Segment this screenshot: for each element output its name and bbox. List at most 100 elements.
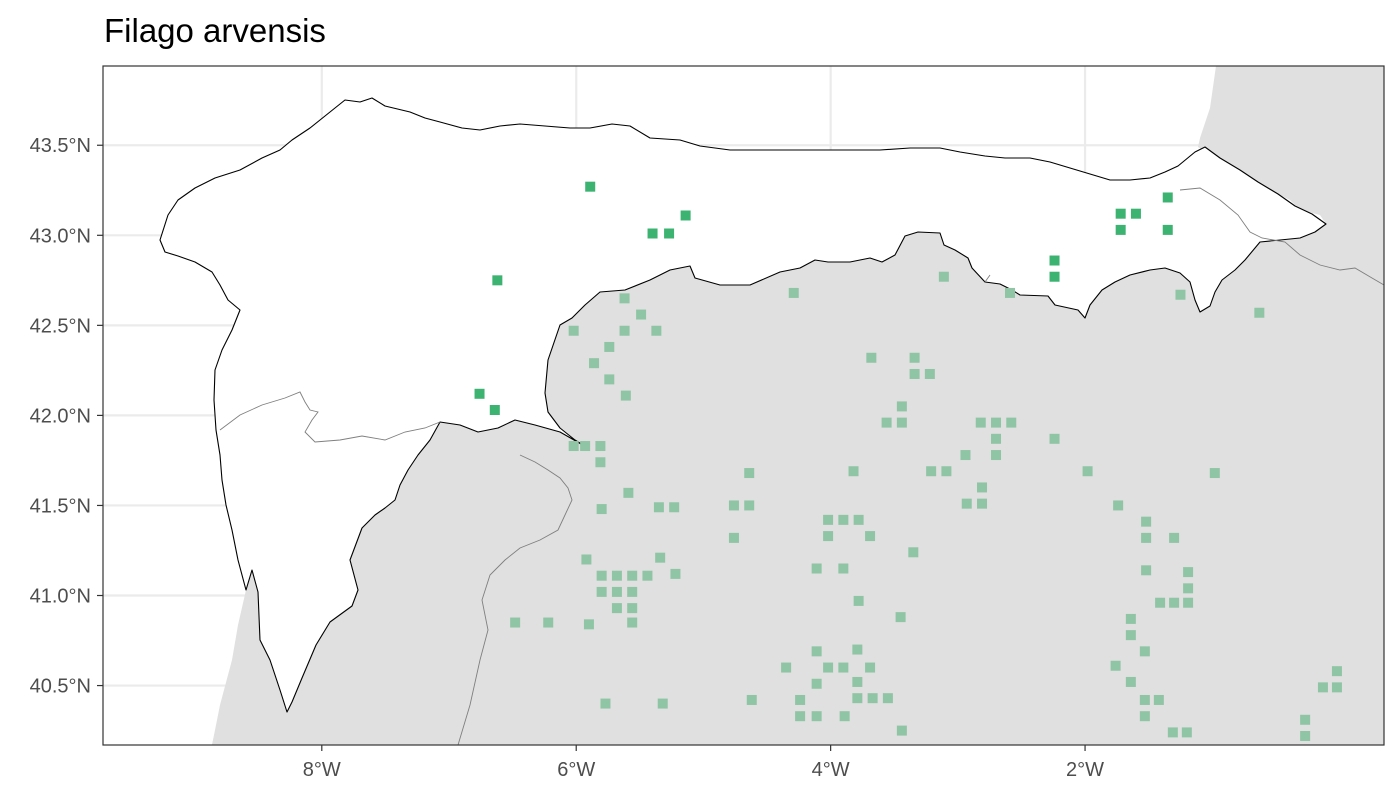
occurrence-point-outside-region bbox=[991, 450, 1002, 461]
y-axis: 43.5°N 43.0°N 42.5°N 42.0°N 41.5°N 41.0°N 40.5… bbox=[30, 135, 103, 698]
occurrence-point-outside-region bbox=[1331, 682, 1342, 693]
occurrence-point-outside-region bbox=[595, 441, 606, 452]
occurrence-point-outside-region bbox=[896, 401, 907, 412]
occurrence-point-outside-region bbox=[853, 514, 864, 525]
occurrence-point-in-region bbox=[1162, 224, 1173, 235]
occurrence-point-outside-region bbox=[627, 586, 638, 597]
occurrence-point-outside-region bbox=[788, 287, 799, 298]
occurrence-point-outside-region bbox=[1113, 500, 1124, 511]
occurrence-point-outside-region bbox=[619, 293, 630, 304]
occurrence-point-outside-region bbox=[1139, 711, 1150, 722]
occurrence-point-outside-region bbox=[839, 711, 850, 722]
plot-panel-border bbox=[102, 65, 1385, 746]
y-tick-label: 43.0°N bbox=[30, 225, 91, 247]
occurrence-point-in-region bbox=[585, 181, 596, 192]
occurrence-point-outside-region bbox=[811, 646, 822, 657]
admin-boundaries bbox=[219, 187, 1384, 745]
occurrence-point-outside-region bbox=[1155, 597, 1166, 608]
occurrence-point-outside-region bbox=[746, 694, 757, 705]
occurrence-point-outside-region bbox=[1300, 730, 1311, 741]
occurrence-point-outside-region bbox=[941, 466, 952, 477]
occurrence-point-outside-region bbox=[961, 498, 972, 509]
occurrence-point-outside-region bbox=[669, 502, 680, 513]
occurrence-point-outside-region bbox=[655, 552, 666, 563]
occurrence-point-in-region bbox=[647, 228, 658, 239]
occurrence-point-outside-region bbox=[623, 487, 634, 498]
occurrence-point-outside-region bbox=[611, 586, 622, 597]
occurrence-point-outside-region bbox=[651, 325, 662, 336]
occurrence-point-outside-region bbox=[636, 309, 647, 320]
occurrence-point-outside-region bbox=[543, 617, 554, 628]
x-tick-label: 4°W bbox=[812, 759, 850, 781]
occurrence-point-outside-region bbox=[568, 441, 579, 452]
occurrence-point-outside-region bbox=[595, 457, 606, 468]
y-tick-label: 40.5°N bbox=[30, 676, 91, 698]
occurrence-point-outside-region bbox=[926, 466, 937, 477]
occurrence-point-outside-region bbox=[811, 711, 822, 722]
occurrence-point-outside-region bbox=[1153, 694, 1164, 705]
occurrence-point-outside-region bbox=[811, 563, 822, 574]
occurrence-point-outside-region bbox=[611, 603, 622, 614]
occurrence-point-in-region bbox=[489, 405, 500, 416]
occurrence-point-outside-region bbox=[580, 441, 591, 452]
x-tick-label: 6°W bbox=[557, 759, 595, 781]
occurrence-point-outside-region bbox=[924, 368, 935, 379]
y-tick-label: 41.0°N bbox=[30, 586, 91, 608]
occurrence-point-outside-region bbox=[811, 678, 822, 689]
occurrence-point-outside-region bbox=[510, 617, 521, 628]
occurrence-point-outside-region bbox=[853, 595, 864, 606]
occurrence-point-outside-region bbox=[975, 417, 986, 428]
occurrence-point-outside-region bbox=[568, 325, 579, 336]
occurrence-point-in-region bbox=[1115, 208, 1126, 219]
occurrence-point-outside-region bbox=[604, 374, 615, 385]
study-region bbox=[159, 97, 1327, 713]
occurrence-point-in-region bbox=[664, 228, 675, 239]
occurrence-point-outside-region bbox=[1169, 597, 1180, 608]
occurrence-point-outside-region bbox=[1254, 307, 1265, 318]
x-axis: 8°W 6°W 4°W 2°W bbox=[303, 745, 1104, 781]
occurrence-point-outside-region bbox=[596, 570, 607, 581]
occurrence-point-outside-region bbox=[744, 500, 755, 511]
land-outside-region bbox=[212, 66, 1384, 745]
occurrence-point-outside-region bbox=[1125, 630, 1136, 641]
occurrence-point-in-region bbox=[1049, 271, 1060, 282]
occurrence-point-outside-region bbox=[728, 500, 739, 511]
occurrence-point-outside-region bbox=[1300, 714, 1311, 725]
coastal-strip bbox=[212, 575, 256, 745]
occurrence-point-in-region bbox=[1162, 192, 1173, 203]
occurrence-point-outside-region bbox=[1141, 532, 1152, 543]
occurrence-point-in-region bbox=[1115, 224, 1126, 235]
occurrence-point-outside-region bbox=[795, 694, 806, 705]
occurrence-point-outside-region bbox=[1139, 646, 1150, 657]
occurrence-point-outside-region bbox=[1183, 583, 1194, 594]
x-tick-label: 8°W bbox=[303, 759, 341, 781]
occurrence-point-outside-region bbox=[977, 482, 988, 493]
occurrence-point-outside-region bbox=[1139, 694, 1150, 705]
occurrence-point-outside-region bbox=[1169, 532, 1180, 543]
occurrence-point-outside-region bbox=[642, 570, 653, 581]
occurrence-point-outside-region bbox=[1049, 433, 1060, 444]
occurrence-point-outside-region bbox=[1141, 516, 1152, 527]
occurrence-point-outside-region bbox=[838, 563, 849, 574]
occurrence-point-outside-region bbox=[1167, 727, 1178, 738]
occurrence-point-outside-region bbox=[1082, 466, 1093, 477]
occurrence-point-outside-region bbox=[1005, 287, 1016, 298]
occurrence-point-outside-region bbox=[627, 570, 638, 581]
occurrence-point-outside-region bbox=[611, 570, 622, 581]
occurrence-point-outside-region bbox=[657, 698, 668, 709]
occurrence-point-outside-region bbox=[960, 450, 971, 461]
occurrence-point-outside-region bbox=[781, 662, 792, 673]
occurrence-point-outside-region bbox=[823, 531, 834, 542]
occurrence-point-outside-region bbox=[1317, 682, 1328, 693]
occurrence-point-outside-region bbox=[882, 693, 893, 704]
occurrence-point-outside-region bbox=[795, 711, 806, 722]
occurrence-point-outside-region bbox=[908, 547, 919, 558]
occurrence-point-outside-region bbox=[838, 662, 849, 673]
occurrence-point-outside-region bbox=[852, 693, 863, 704]
occurrence-point-outside-region bbox=[895, 612, 906, 623]
occurrence-point-outside-region bbox=[744, 468, 755, 479]
occurrence-point-outside-region bbox=[1331, 666, 1342, 677]
occurrence-point-outside-region bbox=[865, 531, 876, 542]
occurrence-point-outside-region bbox=[823, 662, 834, 673]
occurrence-point-outside-region bbox=[620, 390, 631, 401]
